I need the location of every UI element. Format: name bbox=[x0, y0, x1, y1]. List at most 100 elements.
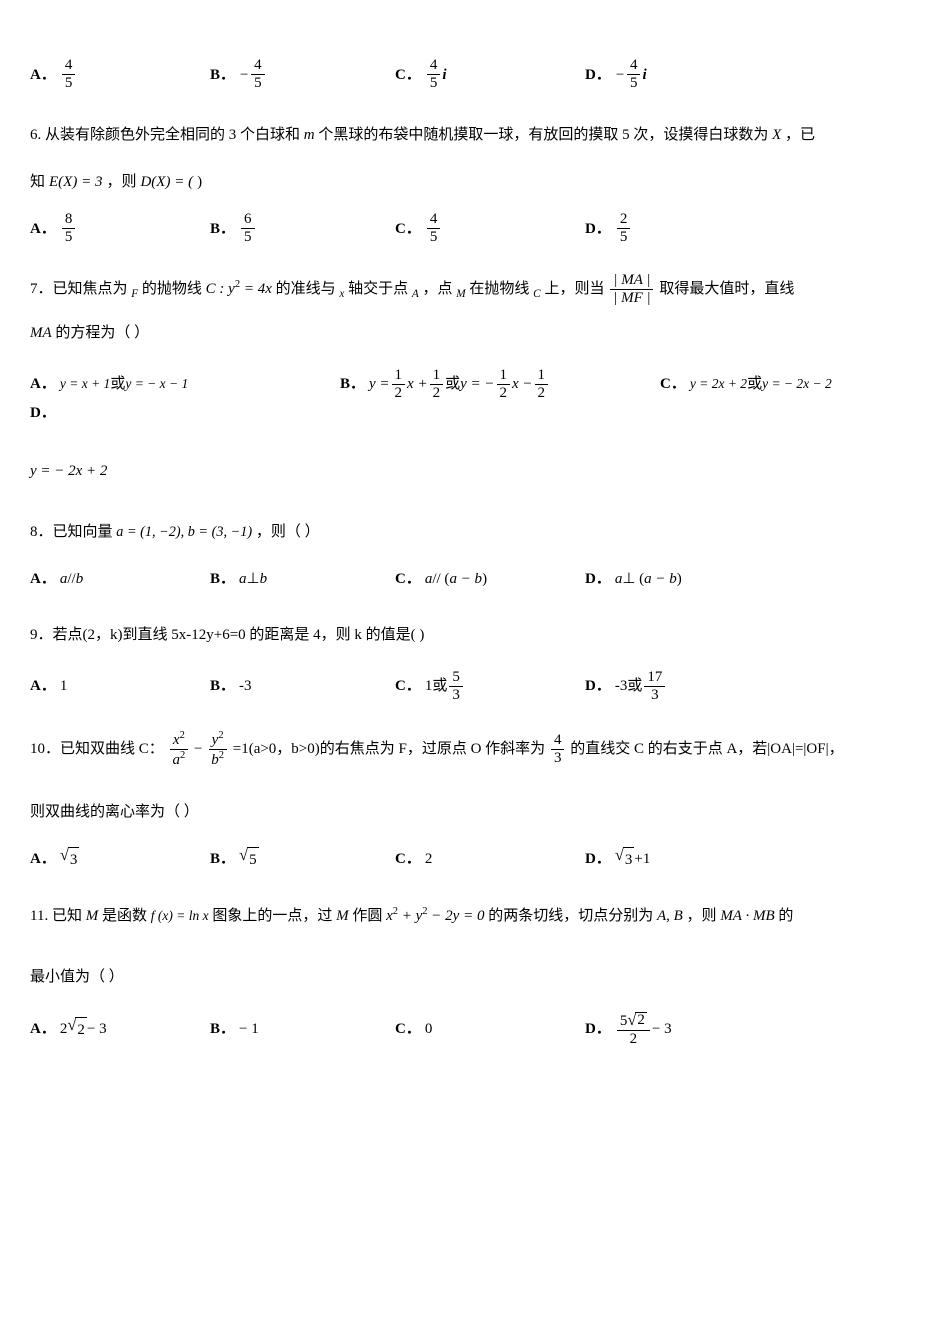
q6-stem2: 知 E(X) = 3 ，则 D(X) = ( ) bbox=[30, 170, 920, 194]
q7-optC-or: 或 bbox=[747, 372, 762, 396]
frac-num: 4 bbox=[427, 212, 441, 229]
q5-d-suffix: i bbox=[642, 63, 646, 87]
q7-text-d: 轴交于点 bbox=[348, 281, 408, 297]
q8-optA-rel: // bbox=[67, 567, 75, 591]
q6-text-f: ) bbox=[197, 170, 202, 194]
q8-text-b: ，则（ ） bbox=[256, 524, 320, 540]
frac-num: | MA | bbox=[610, 273, 653, 290]
q11-opt-c: C． 0 bbox=[395, 1017, 575, 1041]
q8-opt-d: D． a ⊥ ( a − b ) bbox=[585, 567, 755, 591]
frac: 5 3 bbox=[449, 670, 463, 703]
q11-text-b: 是函数 bbox=[102, 908, 147, 924]
q11-circ-c: − 2y = 0 bbox=[431, 908, 484, 924]
q11-stem2: 最小值为（ ） bbox=[30, 961, 920, 994]
frac: 17 3 bbox=[644, 670, 665, 703]
frac-num: 6 bbox=[241, 212, 255, 229]
q10-optC: 2 bbox=[425, 847, 433, 871]
a: a bbox=[173, 752, 181, 768]
q7-text-a: 7．已知焦点为 bbox=[30, 281, 128, 297]
q6-stem: 6. 从装有除颜色外完全相同的 3 个白球和 m 个黑球的布袋中随机摸取一球，有… bbox=[30, 119, 920, 152]
q11-text-g: 的 bbox=[778, 908, 793, 924]
q10-opt-d: D． √3 +1 bbox=[585, 847, 755, 872]
opt-label: A． bbox=[30, 63, 56, 87]
q7-opt-d: D． bbox=[30, 401, 60, 425]
opt-label: C． bbox=[395, 63, 421, 87]
q7-opt-a: A． y = x + 1 或 y = − x − 1 bbox=[30, 372, 330, 396]
q10-minus: − bbox=[194, 741, 206, 757]
q7-optC-b: y = − 2x − 2 bbox=[762, 373, 832, 395]
frac-den: 2 bbox=[497, 385, 511, 401]
q7-stem2: MA 的方程为（ ） bbox=[30, 317, 920, 350]
q6-text-e: ，则 bbox=[106, 170, 136, 194]
frac-num: 1 bbox=[392, 368, 406, 385]
frac-den: 3 bbox=[449, 687, 463, 703]
q10-opt-b: B． √5 bbox=[210, 847, 385, 872]
opt-label: A． bbox=[30, 674, 56, 698]
q7-MA: MA bbox=[30, 325, 52, 341]
q5-a-frac: 4 5 bbox=[62, 58, 76, 91]
x: x bbox=[173, 732, 180, 748]
q6-opt-c: C． 4 5 bbox=[395, 212, 575, 245]
sqrt-arg: 3 bbox=[68, 847, 80, 872]
frac: y2 b2 bbox=[208, 731, 227, 768]
opt-label: A． bbox=[30, 1017, 56, 1041]
sqrt: √5 bbox=[239, 847, 259, 872]
opt-label: C． bbox=[395, 1017, 421, 1041]
frac-den: 2 bbox=[535, 385, 549, 401]
q9-optB: -3 bbox=[239, 674, 252, 698]
q11-options: A． 2 √2 − 3 B． − 1 C． 0 D． 5√2 2 − 3 bbox=[30, 1012, 920, 1047]
frac-num: 1 bbox=[535, 368, 549, 385]
q8-optB-b: b bbox=[260, 567, 268, 591]
opt-label: D． bbox=[585, 63, 611, 87]
opt-label: D． bbox=[585, 1017, 611, 1041]
q8-options: A． a // b B． a ⊥ b C． a // ( a − b ) D． … bbox=[30, 567, 920, 591]
opt-label: C． bbox=[395, 567, 421, 591]
q7-x: x bbox=[339, 288, 344, 300]
frac-num: 1 bbox=[430, 368, 444, 385]
q7-optB-cpre: y = − bbox=[460, 372, 494, 396]
q9-opt-c: C． 1 或 5 3 bbox=[395, 670, 575, 703]
q9-optC-or: 或 bbox=[432, 674, 447, 698]
q5-d-prefix: − bbox=[615, 63, 625, 87]
frac-den: 2 bbox=[392, 385, 406, 401]
opt-label: A． bbox=[30, 372, 56, 396]
sup2: 2 bbox=[393, 906, 398, 917]
q6-opt-b: B． 6 5 bbox=[210, 212, 385, 245]
q5-options: A． 4 5 B． − 4 5 C． 4 5 i D． − 4 5 i bbox=[30, 58, 920, 91]
q7-text-h: 取得最大值时，直线 bbox=[659, 281, 794, 297]
q11-M: M bbox=[86, 908, 99, 924]
frac-den: 5 bbox=[241, 229, 255, 245]
opt-label: B． bbox=[210, 674, 235, 698]
opt-label: B． bbox=[210, 847, 235, 871]
frac-num: y2 bbox=[209, 731, 227, 750]
q7-optA-or: 或 bbox=[110, 372, 125, 396]
q8-optA-a: a bbox=[60, 567, 68, 591]
q10-text-a: 10．已知双曲线 C： bbox=[30, 741, 164, 757]
q6-opt-d: D． 2 5 bbox=[585, 212, 755, 245]
q9-optD-or: 或 bbox=[627, 674, 642, 698]
q8-opt-b: B． a ⊥ b bbox=[210, 567, 385, 591]
q11-text-e: 的两条切线，切点分别为 bbox=[488, 908, 653, 924]
frac-den: 5 bbox=[427, 229, 441, 245]
sqrt-arg: 2 bbox=[75, 1017, 87, 1042]
frac-num: 4 bbox=[627, 58, 641, 75]
q11-optA-suf: − 3 bbox=[87, 1017, 107, 1041]
q8-optC-a: a bbox=[425, 567, 433, 591]
q6-text-d: 知 bbox=[30, 170, 45, 194]
q11-M2: M bbox=[336, 908, 349, 924]
q7-stem: 7．已知焦点为 F 的抛物线 C : y2 = 4x 的准线与 x 轴交于点 A… bbox=[30, 273, 920, 307]
frac: 2 5 bbox=[617, 212, 631, 245]
q11-optC: 0 bbox=[425, 1017, 433, 1041]
frac-den: 2 bbox=[627, 1031, 641, 1047]
q7-text-c: 的准线与 bbox=[276, 281, 336, 297]
opt-label: D． bbox=[585, 847, 611, 871]
q11-stem: 11. 已知 M 是函数 f (x) = ln x 图象上的一点，过 M 作圆 … bbox=[30, 900, 920, 933]
opt-label: C． bbox=[395, 847, 421, 871]
q8-optD-a: a bbox=[615, 567, 623, 591]
q11-text-a: 11. 已知 bbox=[30, 908, 82, 924]
frac-num: 5√2 bbox=[617, 1012, 650, 1031]
frac: 5√2 2 bbox=[617, 1012, 650, 1047]
q5-opt-c: C． 4 5 i bbox=[395, 58, 575, 91]
q10-optD-suf: +1 bbox=[634, 847, 650, 871]
q6-X: X bbox=[772, 127, 785, 143]
